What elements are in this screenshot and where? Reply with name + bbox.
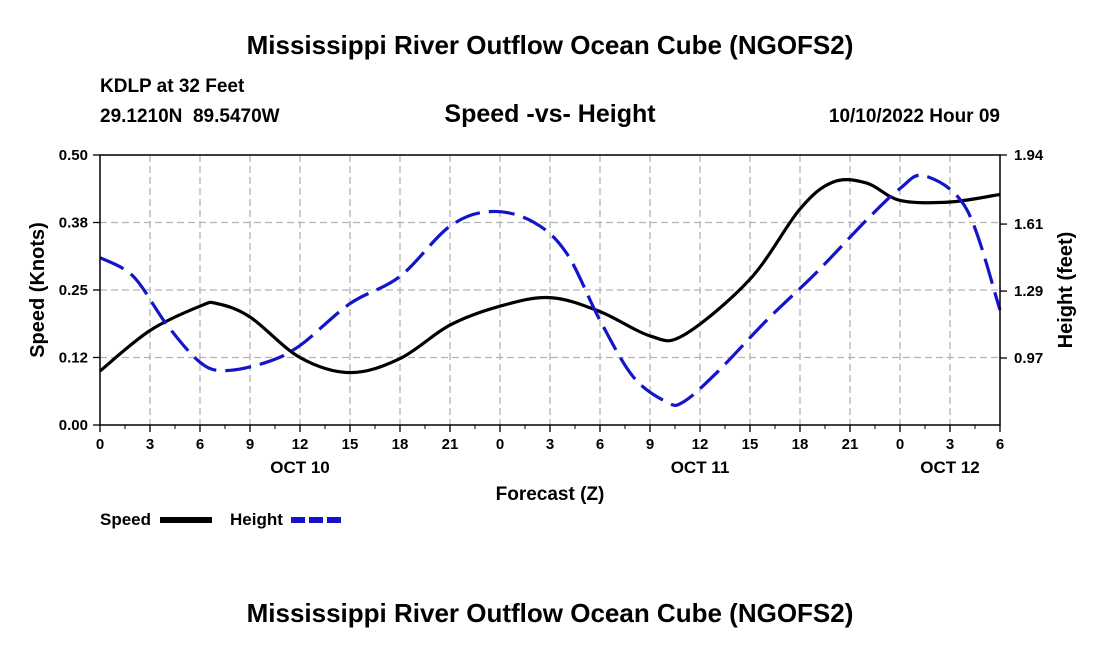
- x-tick-label: 0: [896, 436, 904, 453]
- x-axis-title: Forecast (Z): [496, 484, 605, 505]
- data-series: [98, 173, 1002, 408]
- x-tick-label: 3: [946, 436, 954, 453]
- x-tick-label: 6: [596, 436, 604, 453]
- x-tick-label: 18: [392, 436, 409, 453]
- date-label: OCT 10: [270, 458, 330, 477]
- y-axis-title: Speed (Knots): [27, 222, 49, 358]
- x-tick-label: 9: [646, 436, 654, 453]
- y-tick-label: 0.38: [59, 215, 88, 232]
- x-tick-label: 9: [246, 436, 254, 453]
- x-tick-label: 0: [96, 436, 104, 453]
- coordinates-label: 29.1210N 89.5470W: [100, 106, 280, 127]
- y2-tick-label: 1.94: [1014, 147, 1044, 164]
- y-tick-label: 0.00: [59, 417, 88, 434]
- y-tick-label: 0.25: [59, 282, 88, 299]
- date-label: OCT 11: [671, 458, 730, 477]
- page-title-bottom: Mississippi River Outflow Ocean Cube (NG…: [246, 598, 854, 628]
- series-speed-line: [98, 178, 1001, 375]
- legend: Speed Height: [100, 510, 343, 529]
- y2-axis-title: Height (feet): [1055, 232, 1077, 349]
- grid-lines: [100, 154, 1000, 425]
- x-tick-label: 0: [496, 436, 504, 453]
- axis-ticks: 0 3 6 9 12 15 18 21 0 3 6 9 12 15 18 21 0 3 6 0.00 0.12 0.25 0…: [59, 147, 1044, 477]
- legend-speed-label: Speed: [100, 510, 151, 529]
- station-label: KDLP at 32 Feet: [100, 76, 245, 97]
- y2-tick-label: 0.97: [1014, 350, 1043, 367]
- x-tick-label: 21: [442, 436, 459, 453]
- x-tick-label: 6: [996, 436, 1004, 453]
- axis-labels: Forecast (Z) Speed (Knots) Height (feet): [27, 222, 1077, 505]
- legend-height-label: Height: [230, 510, 283, 529]
- series-height-line: [99, 173, 1002, 408]
- x-tick-label: 6: [196, 436, 204, 453]
- x-tick-label: 18: [792, 436, 809, 453]
- x-tick-label: 12: [292, 436, 309, 453]
- date-label: OCT 12: [920, 458, 980, 477]
- y2-tick-label: 1.61: [1014, 216, 1043, 233]
- y-tick-label: 0.12: [59, 350, 88, 367]
- speed-height-chart: 0 3 6 9 12 15 18 21 0 3 6 9 12 15 18 21 0 3 6 0.00 0.12 0.25 0…: [27, 147, 1077, 529]
- x-tick-label: 12: [692, 436, 709, 453]
- page-title: Mississippi River Outflow Ocean Cube (NG…: [246, 30, 854, 60]
- x-tick-label: 15: [342, 436, 359, 453]
- x-tick-label: 21: [842, 436, 859, 453]
- datetime-label: 10/10/2022 Hour 09: [828, 106, 1000, 127]
- x-tick-label: 3: [546, 436, 554, 453]
- x-tick-label: 3: [146, 436, 154, 453]
- y-tick-label: 0.50: [59, 147, 88, 164]
- y2-tick-label: 1.29: [1014, 283, 1043, 300]
- x-tick-label: 15: [742, 436, 759, 453]
- chart-subtitle: Speed -vs- Height: [444, 100, 656, 128]
